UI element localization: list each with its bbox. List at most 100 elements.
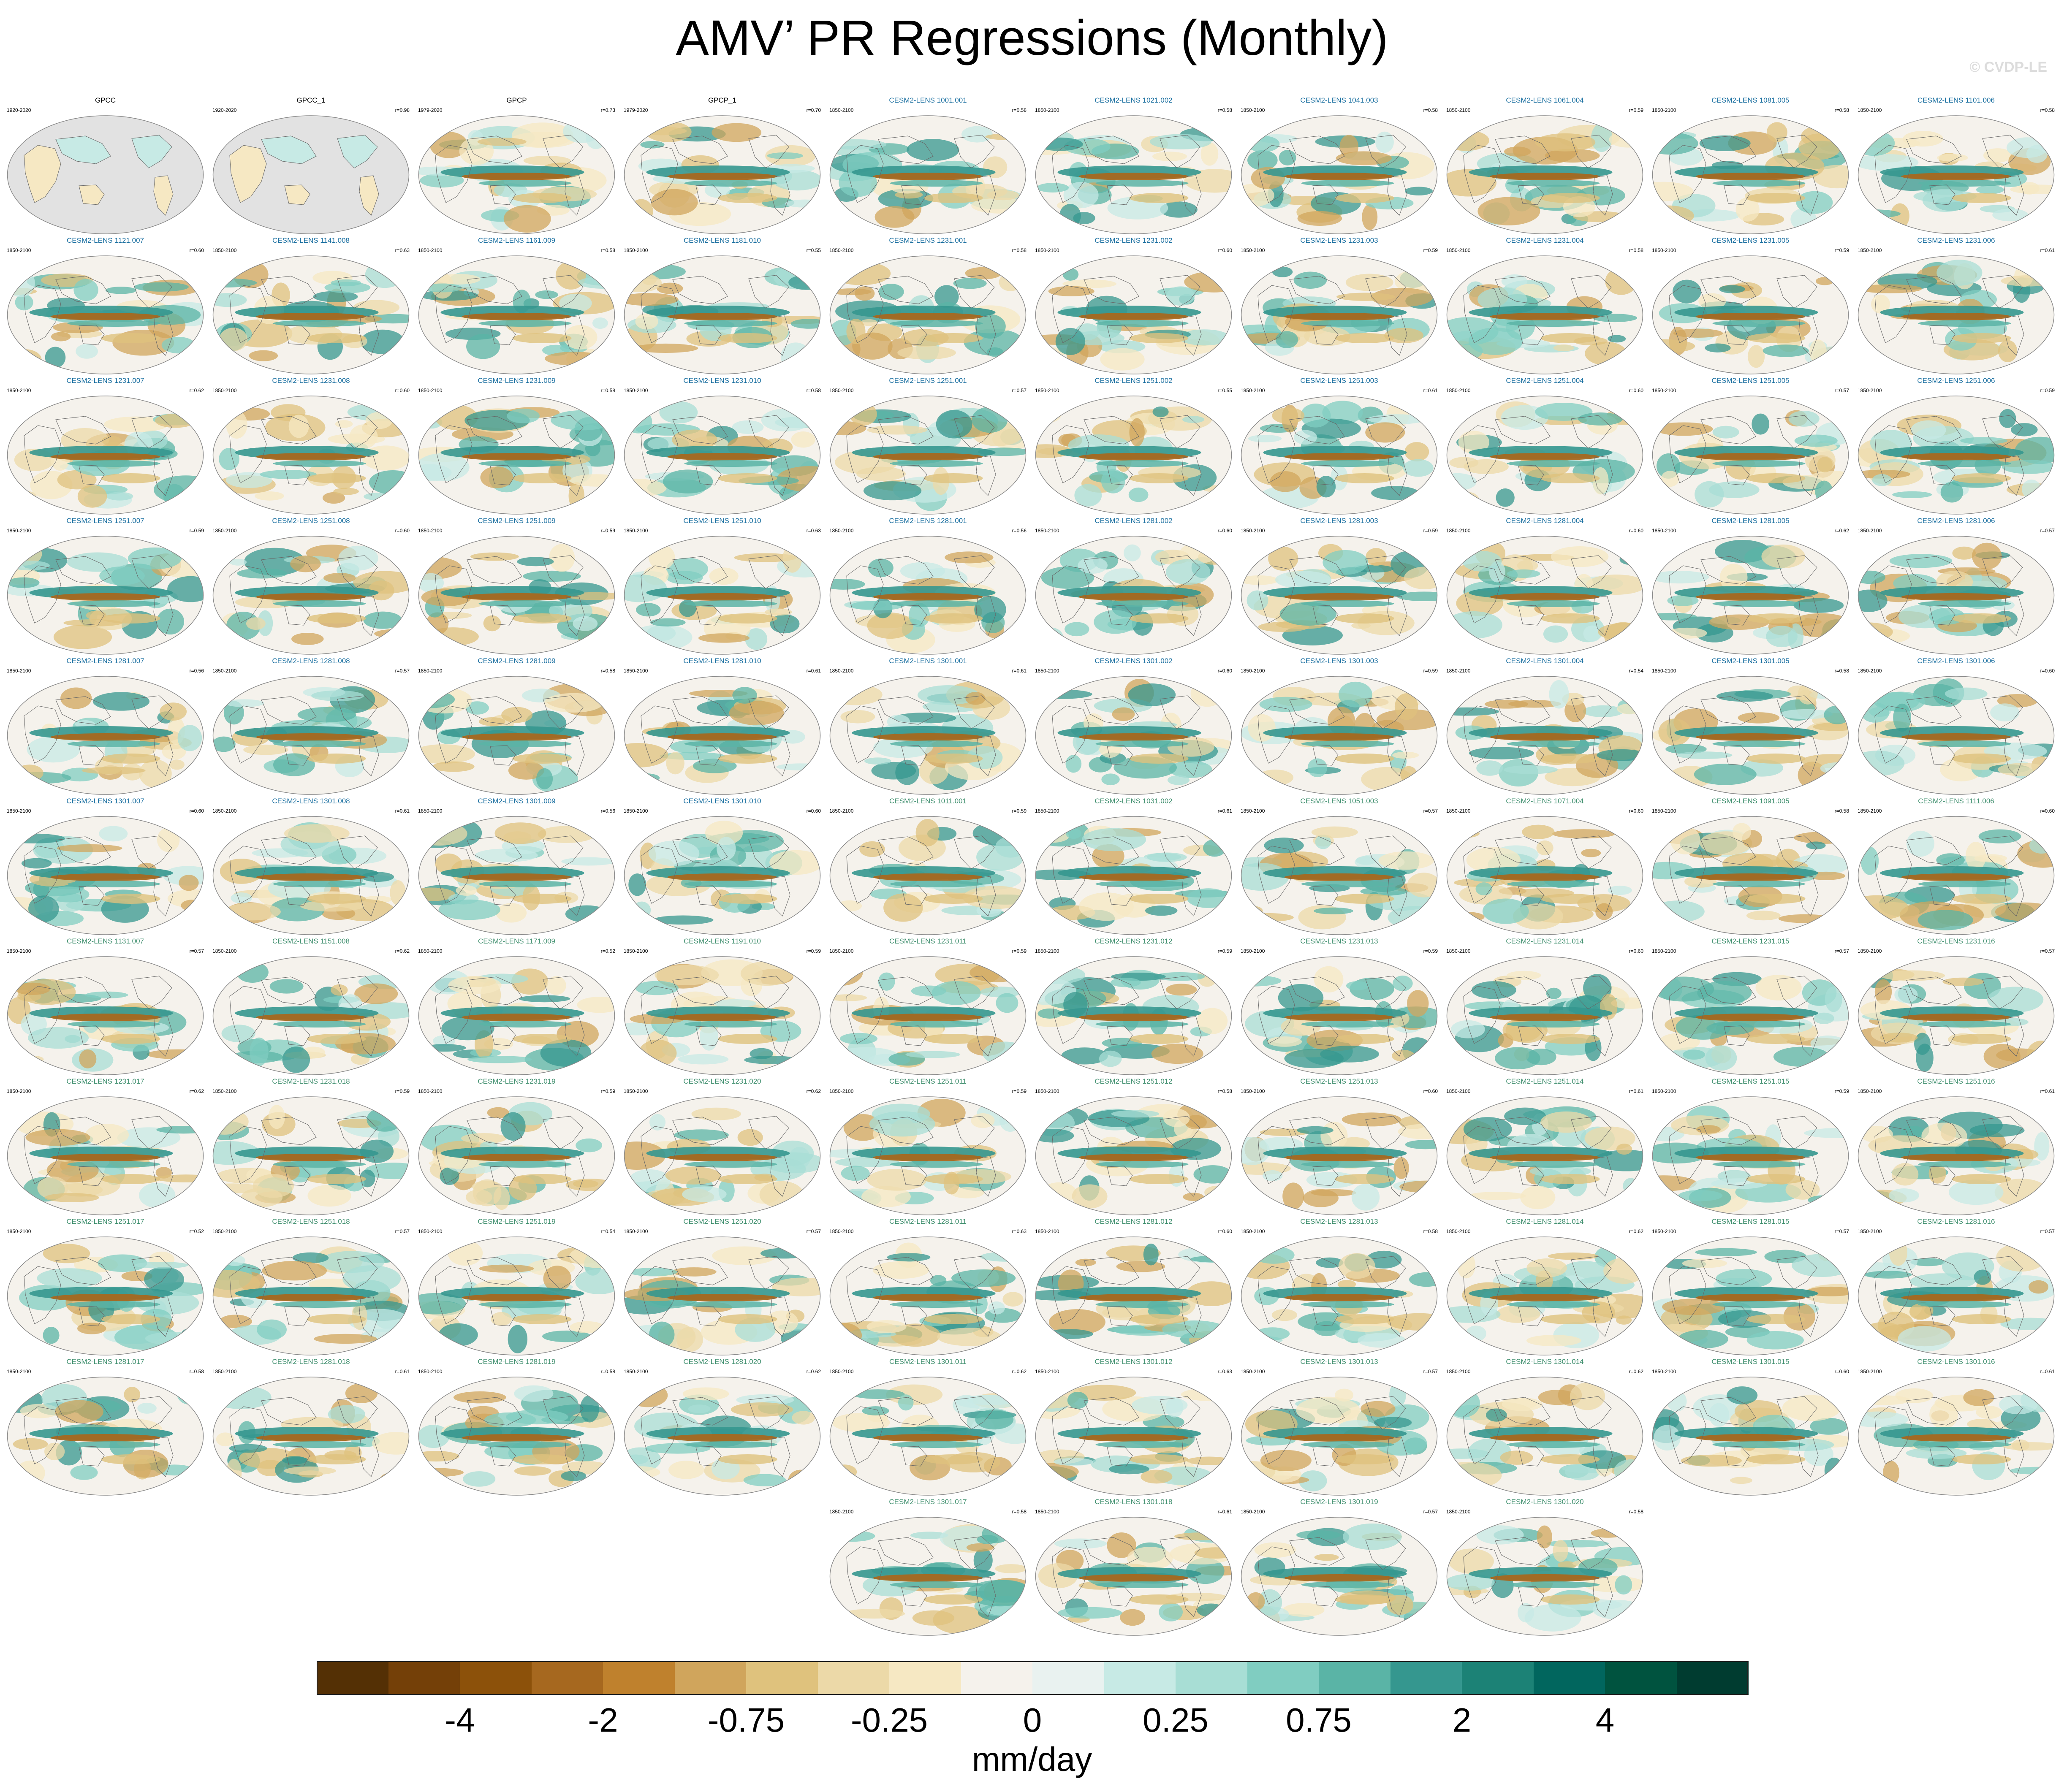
anomaly-patch (13, 1438, 48, 1450)
colorbar-swatch (817, 1661, 890, 1695)
coastline (1982, 135, 2023, 168)
spcz-dry-band (101, 473, 160, 483)
coastline (1463, 565, 1501, 624)
anomaly-patch (156, 608, 185, 635)
equatorial-dry-band (462, 1014, 572, 1021)
equatorial-dry-band (1695, 593, 1806, 601)
southern-wet-band (1301, 320, 1394, 327)
coastline (1312, 605, 1339, 626)
anomaly-patch (76, 344, 98, 359)
colorbar-swatch (1032, 1661, 1105, 1695)
anomaly-patch (1058, 1607, 1122, 1619)
anomaly-patch (1365, 422, 1405, 443)
coastline (1798, 736, 1819, 776)
anomaly-patch (837, 900, 862, 912)
spcz-dry-band (101, 1454, 160, 1464)
anomaly-patch (1992, 209, 2028, 222)
anomaly-patch (1661, 471, 1679, 487)
map-panel: CESM2-LENS 1141.008 1850-2100 r=0.63 (211, 236, 411, 376)
colorbar-swatch (460, 1661, 532, 1695)
coastline (1518, 605, 1544, 626)
anomaly-patch (1453, 491, 1479, 507)
map-panel: CESM2-LENS 1251.009 1850-2100 r=0.59 (416, 517, 617, 656)
panel-title: CESM2-LENS 1251.018 (272, 1217, 350, 1225)
regression-map (624, 1096, 821, 1215)
southern-wet-band (67, 881, 160, 887)
anomaly-patch (2002, 460, 2054, 474)
anomaly-patch (1592, 314, 1638, 323)
anomaly-patch (586, 127, 606, 149)
panel-pattern-correlation: r=0.62 (189, 388, 204, 393)
anomaly-patch (1471, 981, 1516, 999)
anomaly-patch (257, 1319, 287, 1340)
panel-pattern-correlation: r=0.56 (189, 668, 204, 674)
panel-title: CESM2-LENS 1061.004 (1506, 96, 1584, 104)
regression-map (1858, 536, 2055, 655)
anomaly-patch (1336, 293, 1395, 301)
anomaly-patch (1253, 1246, 1295, 1264)
anomaly-patch (14, 982, 51, 995)
anomaly-patch (477, 137, 527, 146)
panel-years: 1850-2100 (1652, 948, 1676, 954)
anomaly-patch (1267, 1036, 1302, 1047)
anomaly-patch (364, 492, 394, 501)
panel-title: CESM2-LENS 1031.002 (1094, 797, 1173, 805)
panel-pattern-correlation: r=0.58 (1423, 107, 1438, 113)
equatorial-dry-band (1901, 1154, 2011, 1161)
map-panel: CESM2-LENS 1231.010 1850-2100 r=0.58 (622, 377, 823, 516)
panel-years: 1850-2100 (829, 107, 854, 113)
map-panel: CESM2-LENS 1131.007 1850-2100 r=0.57 (5, 937, 206, 1076)
anomaly-patch (1945, 687, 1988, 700)
anomaly-patch (648, 840, 700, 866)
regression-map (1652, 536, 1849, 655)
coastline (1312, 325, 1339, 345)
spcz-dry-band (923, 333, 983, 343)
anomaly-patch (717, 837, 736, 860)
panel-title: CESM2-LENS 1301.017 (889, 1498, 967, 1506)
anomaly-patch (438, 899, 500, 920)
equatorial-dry-band (667, 1014, 777, 1021)
anomaly-patch (629, 264, 686, 279)
equatorial-dry-band (1078, 1574, 1189, 1582)
anomaly-patch (1898, 1326, 1951, 1352)
equatorial-dry-band (50, 313, 160, 320)
map-panel: CESM2-LENS 1121.007 1850-2100 r=0.60 (5, 236, 206, 376)
coastline (641, 846, 678, 904)
anomaly-patch (161, 336, 196, 354)
anomaly-patch (551, 410, 615, 431)
panel-years: 1850-2100 (1241, 1228, 1265, 1234)
panel-title: CESM2-LENS 1231.011 (889, 937, 967, 945)
panel-pattern-correlation: r=0.63 (1217, 1369, 1232, 1374)
panel-years: 1850-2100 (7, 1088, 31, 1094)
anomaly-patch (907, 139, 959, 161)
coastline (1724, 325, 1750, 345)
map-border (212, 396, 410, 515)
panel-title: CESM2-LENS 1251.009 (478, 517, 556, 525)
regression-map (1858, 115, 2055, 234)
anomaly-patch (508, 761, 544, 780)
spcz-dry-band (1335, 1454, 1394, 1464)
anomaly-patch (868, 558, 893, 577)
anomaly-patch (2011, 423, 2038, 436)
coastline (748, 275, 789, 309)
panel-title: CESM2-LENS 1251.004 (1506, 377, 1584, 385)
equatorial-dry-band (256, 1434, 366, 1442)
anomaly-patch (1254, 1542, 1296, 1558)
anomaly-patch (897, 346, 956, 360)
regression-map (418, 396, 615, 515)
southern-wet-band (1301, 180, 1394, 187)
panel-pattern-correlation: r=0.59 (806, 948, 821, 954)
map-panel: CESM2-LENS 1251.015 1850-2100 r=0.59 (1650, 1077, 1851, 1217)
panel-years: 1850-2100 (624, 247, 648, 253)
anomaly-patch (1475, 882, 1493, 896)
colorbar-swatch (1247, 1661, 1319, 1695)
coastline (543, 695, 584, 729)
anomaly-patch (917, 685, 979, 705)
coastline (543, 555, 584, 589)
panel-years: 1850-2100 (1241, 948, 1265, 954)
colorbar-swatch (889, 1661, 961, 1695)
anomaly-patch (500, 1112, 526, 1141)
anomaly-patch (55, 1400, 103, 1423)
anomaly-patch (105, 287, 137, 294)
panel-years: 1850-2100 (1241, 1369, 1265, 1374)
